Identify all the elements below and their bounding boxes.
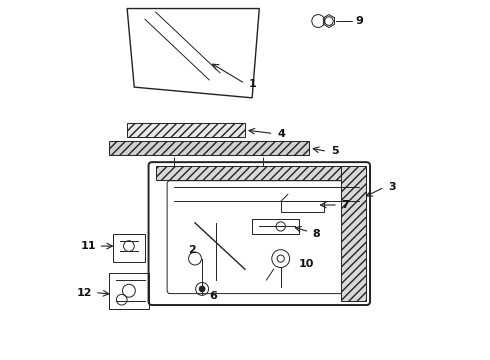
Circle shape bbox=[199, 286, 205, 292]
Text: 8: 8 bbox=[313, 229, 320, 239]
Text: 3: 3 bbox=[388, 182, 395, 192]
Text: 12: 12 bbox=[77, 288, 93, 297]
Text: 7: 7 bbox=[342, 200, 349, 210]
Text: 6: 6 bbox=[209, 291, 217, 301]
Text: 10: 10 bbox=[298, 259, 314, 269]
Text: 1: 1 bbox=[248, 78, 256, 89]
Text: 11: 11 bbox=[81, 241, 96, 251]
Text: 4: 4 bbox=[277, 129, 285, 139]
Polygon shape bbox=[342, 166, 367, 301]
Polygon shape bbox=[156, 166, 367, 180]
Text: 9: 9 bbox=[356, 16, 364, 26]
Text: 2: 2 bbox=[188, 245, 196, 255]
Polygon shape bbox=[109, 141, 309, 155]
Text: 5: 5 bbox=[331, 147, 339, 157]
Polygon shape bbox=[127, 123, 245, 137]
